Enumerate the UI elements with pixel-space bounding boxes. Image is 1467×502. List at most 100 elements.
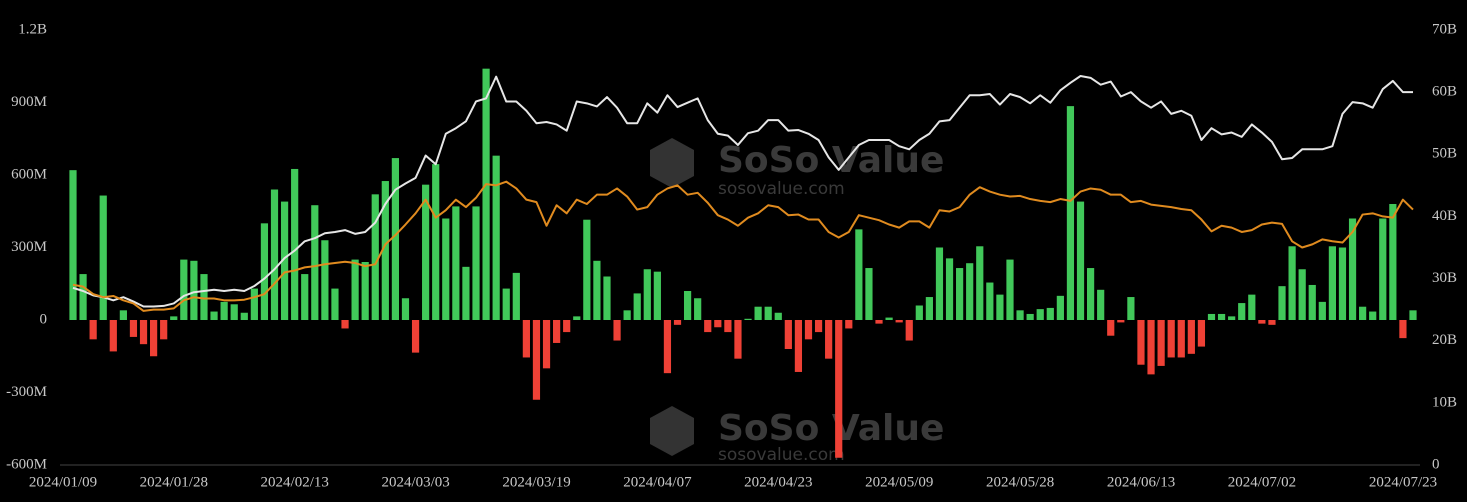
watermark-logo <box>650 406 694 456</box>
bar <box>764 306 772 320</box>
x-tick-label: 2024/04/07 <box>623 474 692 490</box>
bar <box>422 184 430 320</box>
bar <box>804 320 813 340</box>
bar <box>905 320 913 341</box>
bar <box>855 229 863 320</box>
bar <box>1016 310 1024 320</box>
x-tick-label: 2024/01/28 <box>140 474 208 490</box>
bar <box>210 311 218 320</box>
bar <box>714 320 722 328</box>
bar <box>311 205 319 320</box>
bar <box>391 158 400 320</box>
bar <box>996 294 1004 320</box>
bar <box>1157 320 1165 366</box>
x-tick-label: 2024/02/13 <box>261 474 329 490</box>
y-tick-label: 300M <box>11 239 47 255</box>
bar <box>1409 310 1417 320</box>
bar <box>129 320 138 337</box>
bar <box>1258 320 1266 324</box>
bar <box>1359 306 1367 320</box>
bar <box>653 271 661 320</box>
x-tick-label: 2024/06/13 <box>1107 474 1175 490</box>
bar <box>331 288 339 320</box>
bar <box>966 263 974 320</box>
bar <box>774 312 782 320</box>
bar <box>260 223 269 320</box>
bar <box>89 320 97 340</box>
bar <box>623 310 631 320</box>
bar <box>865 268 873 320</box>
bar <box>139 320 148 345</box>
bar <box>1026 313 1034 320</box>
bar <box>220 301 228 320</box>
bar <box>1207 313 1216 320</box>
bar <box>109 320 117 352</box>
bar <box>694 298 702 320</box>
bar <box>1086 268 1095 320</box>
bar <box>915 305 923 320</box>
watermark-logo <box>650 138 694 188</box>
x-tick-label: 2024/05/09 <box>865 474 933 490</box>
y-tick-label: -300M <box>6 384 47 400</box>
bar <box>542 320 551 369</box>
bar <box>1338 247 1347 320</box>
bar <box>603 276 611 320</box>
bar <box>754 306 762 320</box>
bar <box>663 320 672 374</box>
bar <box>814 320 823 333</box>
bar <box>1238 303 1246 320</box>
bar <box>794 320 803 372</box>
bar <box>1308 284 1316 320</box>
bar <box>432 164 440 320</box>
bar <box>683 291 692 320</box>
line <box>72 180 1414 312</box>
bar <box>351 259 359 320</box>
y2-tick-label: 70B <box>1432 21 1457 37</box>
bar <box>945 258 954 320</box>
bar <box>825 320 833 359</box>
bar <box>250 288 258 320</box>
bar <box>1097 289 1105 320</box>
bar <box>1318 301 1326 320</box>
y-tick-label: -600M <box>6 456 47 472</box>
bar <box>1328 246 1336 320</box>
bar <box>1268 320 1276 325</box>
bar <box>522 320 530 358</box>
bar <box>99 195 107 320</box>
bar <box>442 218 450 320</box>
bar <box>180 259 188 320</box>
bar <box>1127 297 1135 320</box>
y2-tick-label: 40B <box>1432 208 1457 224</box>
bar <box>1006 259 1014 320</box>
bar <box>1288 246 1296 320</box>
x-tick-label: 2024/03/19 <box>502 474 570 490</box>
x-tick-label: 2024/05/28 <box>986 474 1054 490</box>
bar <box>401 298 410 320</box>
bar <box>270 189 279 320</box>
bar <box>593 260 601 320</box>
bar <box>150 320 158 357</box>
watermark-name: SoSo Value <box>718 408 944 449</box>
bar <box>532 320 541 400</box>
bar <box>452 206 460 320</box>
bar <box>744 318 752 320</box>
x-tick-label: 2024/07/02 <box>1228 474 1296 490</box>
y2-tick-label: 30B <box>1432 270 1457 286</box>
bar <box>301 274 309 320</box>
bar <box>69 170 77 320</box>
bar <box>1117 320 1125 323</box>
bar <box>1036 309 1044 320</box>
bar <box>583 219 591 320</box>
bar <box>845 320 853 329</box>
bar <box>371 194 379 320</box>
bar <box>1046 307 1054 320</box>
bar <box>411 320 420 353</box>
bar <box>613 320 621 341</box>
y-tick-label: 900M <box>11 94 47 110</box>
y-tick-label: 1.2B <box>18 21 47 37</box>
bar <box>573 316 581 320</box>
bar <box>704 320 712 333</box>
bar <box>482 68 490 321</box>
bar <box>502 288 510 320</box>
